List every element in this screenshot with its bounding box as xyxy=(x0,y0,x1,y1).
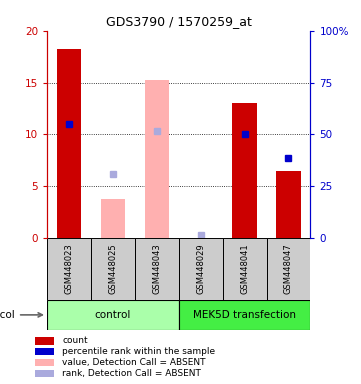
Text: percentile rank within the sample: percentile rank within the sample xyxy=(62,347,215,356)
Title: GDS3790 / 1570259_at: GDS3790 / 1570259_at xyxy=(106,15,252,28)
Bar xyxy=(266,238,310,300)
Bar xyxy=(91,238,135,300)
Bar xyxy=(135,238,179,300)
Text: control: control xyxy=(95,310,131,320)
Text: GSM448043: GSM448043 xyxy=(152,243,161,294)
Bar xyxy=(179,300,310,330)
Bar xyxy=(101,199,125,238)
Bar xyxy=(57,50,81,238)
Bar xyxy=(47,238,91,300)
Text: GSM448047: GSM448047 xyxy=(284,243,293,294)
Text: MEK5D transfection: MEK5D transfection xyxy=(193,310,296,320)
Text: protocol: protocol xyxy=(0,310,42,320)
Bar xyxy=(232,103,257,238)
Bar xyxy=(35,348,54,356)
Bar xyxy=(277,170,301,238)
Text: count: count xyxy=(62,336,88,346)
Text: GSM448029: GSM448029 xyxy=(196,243,205,294)
Text: GSM448023: GSM448023 xyxy=(64,243,73,294)
Bar xyxy=(179,238,223,300)
Bar xyxy=(35,359,54,366)
Text: value, Detection Call = ABSENT: value, Detection Call = ABSENT xyxy=(62,358,206,367)
Bar xyxy=(35,369,54,377)
Bar xyxy=(223,238,266,300)
Text: rank, Detection Call = ABSENT: rank, Detection Call = ABSENT xyxy=(62,369,201,378)
Text: GSM448041: GSM448041 xyxy=(240,243,249,294)
Bar xyxy=(145,81,169,238)
Bar xyxy=(35,337,54,345)
Bar xyxy=(47,300,179,330)
Text: GSM448025: GSM448025 xyxy=(108,243,117,294)
